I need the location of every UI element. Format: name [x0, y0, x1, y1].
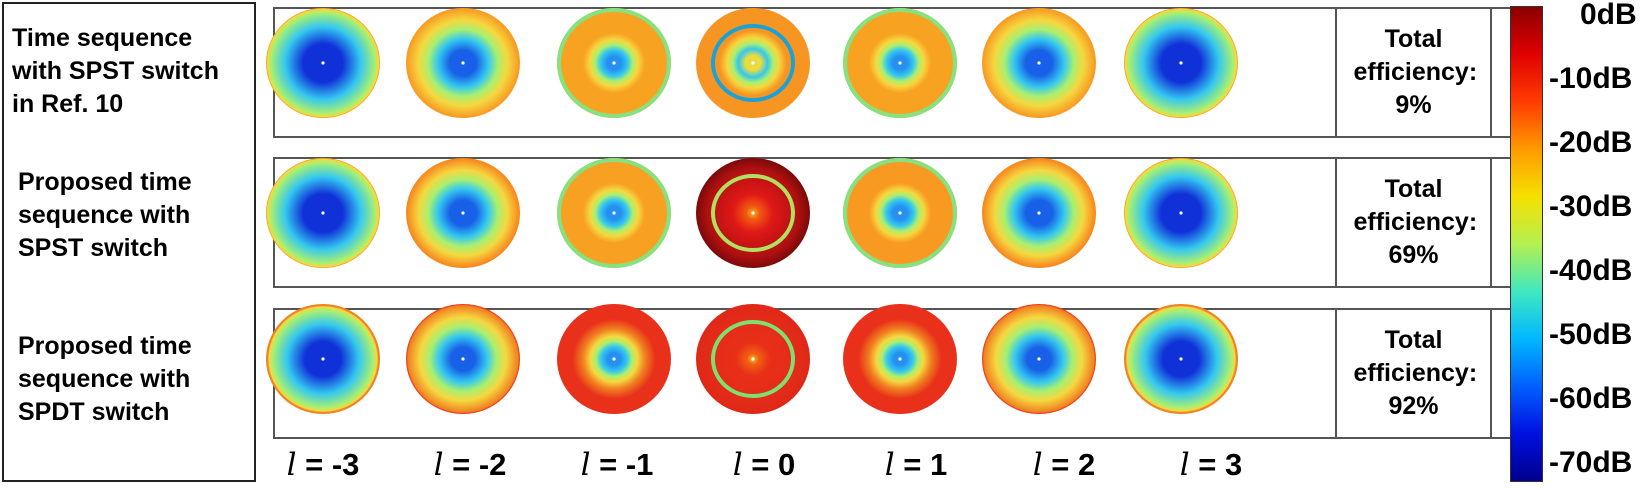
efficiency-value: 92% [1388, 392, 1439, 420]
row-label-2-line-2: sequence with [18, 201, 191, 229]
l-value: = 0 [742, 447, 796, 482]
l-label-minus-3: l = -3 [253, 447, 393, 483]
l-label-1: l = 1 [846, 447, 986, 483]
l-value: = -1 [590, 447, 654, 482]
colorbar [1510, 6, 1543, 482]
row-label-3-line-3: SPDT switch [18, 398, 170, 426]
efficiency-box-row-1: Total efficiency: 9% [1335, 7, 1492, 138]
row-label-2-line-3: SPST switch [18, 234, 169, 262]
colorbar-tick-label: -20dB [1549, 126, 1633, 159]
l-symbol: l [1032, 447, 1043, 483]
row-label-3-line-1: Proposed time [18, 332, 192, 360]
efficiency-label: Total efficiency: [1353, 326, 1478, 387]
colorbar-tick-label: -50dB [1549, 318, 1633, 351]
l-symbol: l [884, 447, 895, 483]
colorbar-tick-label: -30dB [1549, 190, 1633, 223]
l-value: = -3 [296, 447, 360, 482]
colorbar-tick-label: -60dB [1549, 382, 1633, 415]
row-label-1-line-1: Time sequence [12, 24, 193, 52]
l-symbol: l [433, 447, 444, 483]
l-label-minus-2: l = -2 [400, 447, 540, 483]
efficiency-label: Total efficiency: [1353, 175, 1478, 236]
row-label-3: Proposed time sequence with SPDT switch [18, 330, 192, 429]
pattern-panel-row-3 [273, 308, 1513, 439]
l-label-3: l = 3 [1141, 447, 1281, 483]
row-label-2-line-1: Proposed time [18, 168, 192, 196]
efficiency-box-row-2: Total efficiency: 69% [1335, 157, 1492, 288]
row-label-1: Time sequence with SPST switch in Ref. 1… [12, 22, 219, 121]
row-label-2: Proposed time sequence with SPST switch [18, 166, 192, 265]
l-symbol: l [732, 447, 743, 483]
efficiency-label: Total efficiency: [1353, 25, 1478, 86]
l-symbol: l [1179, 447, 1190, 483]
efficiency-value: 69% [1388, 241, 1439, 269]
row-label-1-line-3: in Ref. 10 [12, 90, 124, 118]
colorbar-tick-label: -10dB [1549, 62, 1633, 95]
colorbar-tick-label: -40dB [1549, 254, 1633, 287]
l-value: = 3 [1189, 447, 1243, 482]
l-value: = -2 [443, 447, 507, 482]
l-value: = 2 [1042, 447, 1096, 482]
l-symbol: l [580, 447, 591, 483]
l-value: = 1 [894, 447, 948, 482]
row-labels-box [2, 2, 256, 482]
l-label-0: l = 0 [694, 447, 834, 483]
efficiency-value: 9% [1395, 91, 1432, 119]
l-symbol: l [286, 447, 297, 483]
l-label-minus-1: l = -1 [547, 447, 687, 483]
colorbar-tick-label: 0dB [1580, 0, 1637, 31]
l-label-2: l = 2 [994, 447, 1134, 483]
colorbar-tick-label: -70dB [1549, 446, 1633, 479]
row-label-3-line-2: sequence with [18, 365, 191, 393]
pattern-panel-row-1 [273, 7, 1513, 138]
row-label-1-line-2: with SPST switch [12, 57, 219, 85]
pattern-panel-row-2 [273, 157, 1513, 288]
efficiency-box-row-3: Total efficiency: 92% [1335, 308, 1492, 439]
